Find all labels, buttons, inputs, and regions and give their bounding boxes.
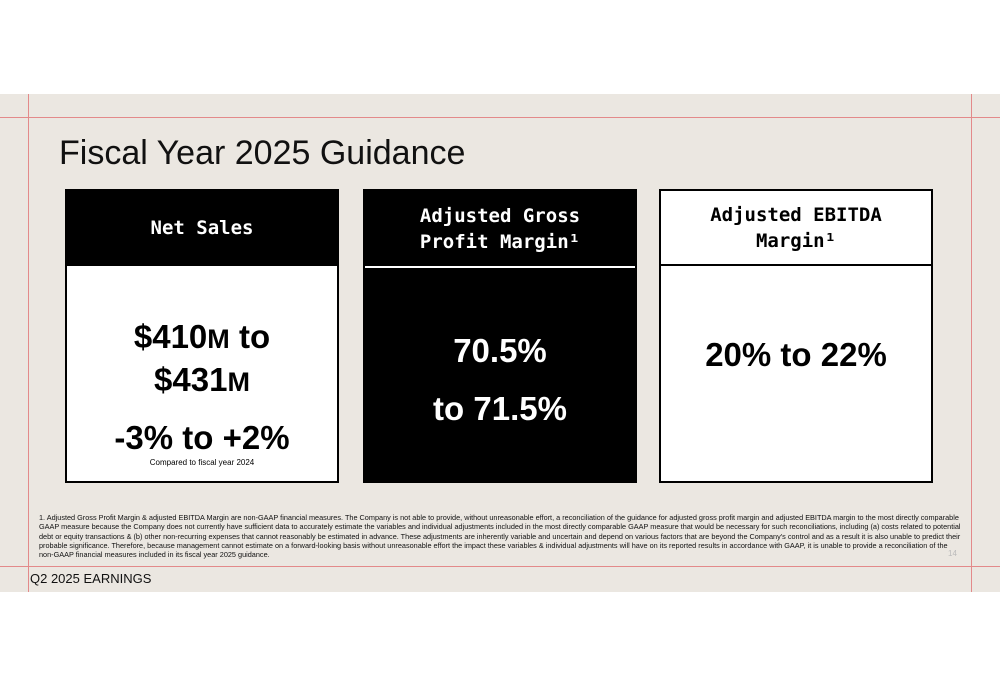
net-sales-growth-note: Compared to fiscal year 2024 — [149, 458, 255, 467]
ebitda-margin-header-line1: Adjusted EBITDA — [710, 203, 882, 226]
footer-label: Q2 2025 EARNINGS — [30, 571, 152, 586]
guide-line-top — [0, 117, 1000, 118]
guide-line-right — [971, 94, 972, 592]
card-net-sales-body: $410M to $431M -3% to +2% Compared to fi… — [67, 266, 337, 481]
gross-margin-high: to 71.5% — [433, 390, 567, 427]
net-sales-range-line2: $431M — [67, 359, 337, 403]
ebitda-margin-header-line2: Margin¹ — [755, 229, 837, 252]
net-sales-growth: -3% to +2% — [114, 419, 290, 456]
net-sales-high-unit: M — [227, 367, 250, 397]
net-sales-range-line1: $410M to — [67, 316, 337, 360]
card-ebitda-margin-header: Adjusted EBITDA Margin¹ — [661, 191, 931, 266]
card-net-sales-header: Net Sales — [67, 191, 337, 266]
page-number: 14 — [948, 549, 957, 558]
guide-line-bottom — [0, 566, 1000, 567]
card-ebitda-margin: Adjusted EBITDA Margin¹ 20% to 22% — [659, 189, 933, 483]
net-sales-low-unit: M — [207, 324, 230, 354]
net-sales-low-value: $410 — [133, 318, 208, 355]
guide-line-left — [28, 94, 29, 592]
footnote: 1. Adjusted Gross Profit Margin & adjust… — [39, 513, 961, 560]
gross-margin-header-line2: Profit Margin¹ — [419, 230, 581, 253]
card-gross-margin-header: Adjusted Gross Profit Margin¹ — [365, 191, 635, 266]
gross-margin-header-line1: Adjusted Gross — [419, 204, 581, 227]
net-sales-high-value: $431 — [154, 361, 228, 398]
gross-margin-low: 70.5% — [453, 332, 547, 369]
card-gross-margin: Adjusted Gross Profit Margin¹ 70.5% to 7… — [363, 189, 637, 483]
card-ebitda-margin-body: 20% to 22% — [661, 266, 931, 481]
card-net-sales: Net Sales $410M to $431M -3% to +2% Comp… — [65, 189, 339, 483]
ebitda-margin-value: 20% to 22% — [705, 336, 887, 373]
card-gross-margin-body: 70.5% to 71.5% — [365, 266, 635, 481]
slide-title: Fiscal Year 2025 Guidance — [59, 134, 466, 172]
net-sales-to: to — [229, 318, 271, 355]
